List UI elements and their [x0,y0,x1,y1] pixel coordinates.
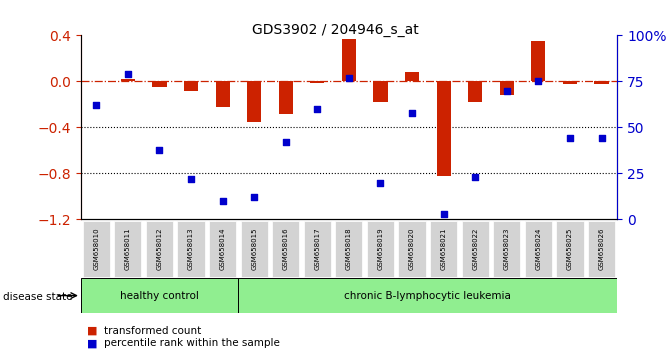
Text: healthy control: healthy control [120,291,199,301]
Text: GSM658025: GSM658025 [567,228,573,270]
Point [123,71,134,77]
Point [280,139,291,145]
Text: percentile rank within the sample: percentile rank within the sample [104,338,280,348]
Point [564,136,575,141]
Point [470,174,480,180]
Point [186,176,197,182]
FancyBboxPatch shape [525,221,552,277]
Bar [437,81,451,176]
Bar [278,81,293,114]
Text: GSM658013: GSM658013 [188,227,194,270]
Text: ■: ■ [87,326,98,336]
FancyBboxPatch shape [241,221,268,277]
Text: GSM658014: GSM658014 [219,227,225,270]
Bar [342,39,356,81]
Text: GSM658020: GSM658020 [409,227,415,270]
Point [154,147,165,152]
Point [249,195,260,200]
Text: GSM658018: GSM658018 [346,227,352,270]
Point [501,88,512,93]
Bar [531,41,546,81]
FancyBboxPatch shape [336,221,362,277]
Bar [310,81,325,82]
FancyBboxPatch shape [430,221,457,277]
Text: transformed count: transformed count [104,326,201,336]
Text: GSM658023: GSM658023 [504,227,510,270]
Point [407,110,417,115]
Point [344,75,354,81]
Text: GSM658026: GSM658026 [599,227,605,270]
Bar [595,81,609,84]
Bar [152,81,166,87]
Bar [468,81,482,102]
FancyBboxPatch shape [367,221,394,277]
Bar [373,81,388,102]
Text: GSM658015: GSM658015 [251,227,257,270]
Text: GSM658012: GSM658012 [156,227,162,270]
Text: GSM658011: GSM658011 [125,227,131,270]
Bar [500,81,514,95]
Text: disease state: disease state [3,292,73,302]
Text: GSM658017: GSM658017 [314,227,320,270]
FancyBboxPatch shape [114,221,142,277]
FancyBboxPatch shape [81,278,238,313]
Text: GSM658024: GSM658024 [535,228,541,270]
FancyBboxPatch shape [556,221,584,277]
Bar [563,81,577,84]
FancyBboxPatch shape [272,221,299,277]
Point [375,180,386,185]
FancyBboxPatch shape [304,221,331,277]
Text: chronic B-lymphocytic leukemia: chronic B-lymphocytic leukemia [344,291,511,301]
Text: GSM658021: GSM658021 [441,227,447,270]
Text: GSM658016: GSM658016 [282,227,289,270]
FancyBboxPatch shape [177,221,205,277]
FancyBboxPatch shape [209,221,236,277]
FancyBboxPatch shape [83,221,110,277]
Text: GDS3902 / 204946_s_at: GDS3902 / 204946_s_at [252,23,419,37]
Text: GSM658010: GSM658010 [93,227,99,270]
Point [438,211,449,217]
Bar [184,81,198,91]
FancyBboxPatch shape [399,221,425,277]
FancyBboxPatch shape [146,221,173,277]
FancyBboxPatch shape [238,278,617,313]
Bar [405,72,419,81]
Point [533,79,544,84]
Text: ■: ■ [87,338,98,348]
FancyBboxPatch shape [462,221,488,277]
FancyBboxPatch shape [588,221,615,277]
Point [312,106,323,112]
Point [91,103,102,108]
Bar [215,81,229,107]
Text: GSM658019: GSM658019 [378,227,384,270]
FancyBboxPatch shape [493,221,521,277]
Point [596,136,607,141]
Bar [247,81,261,122]
Text: GSM658022: GSM658022 [472,228,478,270]
Point [217,198,228,204]
Bar [121,79,135,81]
